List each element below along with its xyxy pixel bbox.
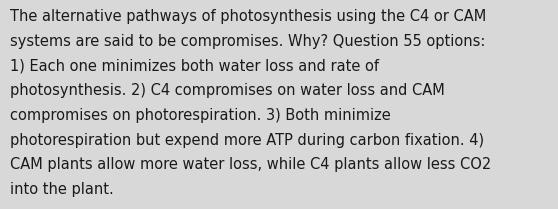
Text: The alternative pathways of photosynthesis using the C4 or CAM: The alternative pathways of photosynthes… <box>10 9 486 24</box>
Text: compromises on photorespiration. 3) Both minimize: compromises on photorespiration. 3) Both… <box>10 108 391 123</box>
Text: photorespiration but expend more ATP during carbon fixation. 4): photorespiration but expend more ATP dur… <box>10 133 484 148</box>
Text: photosynthesis. 2) C4 compromises on water loss and CAM: photosynthesis. 2) C4 compromises on wat… <box>10 83 445 98</box>
Text: systems are said to be compromises. Why? Question 55 options:: systems are said to be compromises. Why?… <box>10 34 485 49</box>
Text: 1) Each one minimizes both water loss and rate of: 1) Each one minimizes both water loss an… <box>10 59 379 74</box>
Text: into the plant.: into the plant. <box>10 182 114 197</box>
Text: CAM plants allow more water loss, while C4 plants allow less CO2: CAM plants allow more water loss, while … <box>10 157 491 172</box>
